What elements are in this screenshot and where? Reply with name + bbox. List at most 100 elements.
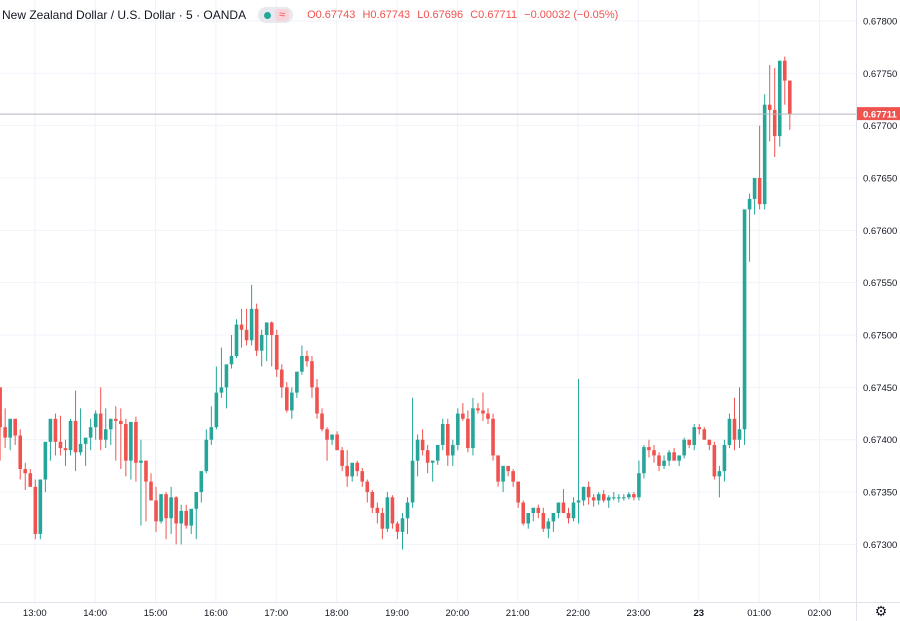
candle-body [772, 109, 777, 137]
candle-body [672, 452, 676, 461]
candle-body [762, 104, 767, 205]
candle-body [657, 455, 661, 466]
candle [134, 416, 138, 482]
symbol-title[interactable]: New Zealand Dollar / U.S. Dollar · 5 · O… [2, 8, 247, 22]
candle [435, 444, 440, 465]
candle-body [184, 510, 189, 526]
gear-icon[interactable]: ⚙ [874, 603, 888, 619]
candle-body [279, 369, 284, 388]
candle [305, 350, 309, 367]
candle-body [521, 502, 526, 524]
candle [782, 56, 787, 105]
candle [531, 507, 536, 522]
candle [777, 60, 782, 147]
candle [164, 492, 168, 540]
candle-body [420, 439, 425, 451]
candle [415, 434, 420, 477]
candle-body [234, 324, 239, 356]
candle [752, 177, 757, 215]
candle [350, 462, 354, 482]
candle-body [23, 469, 28, 474]
candle [712, 441, 717, 480]
candle [546, 518, 551, 539]
candle [3, 408, 7, 449]
candle [591, 494, 596, 507]
candle [204, 429, 209, 474]
x-tick-label: 19:00 [385, 608, 409, 619]
candle-body [410, 460, 415, 503]
candle [506, 465, 510, 477]
candle [788, 80, 792, 130]
x-tick-label: 16:00 [204, 608, 228, 619]
candle [566, 507, 571, 524]
candle-body [742, 209, 747, 430]
candle [229, 335, 234, 369]
candle [420, 429, 425, 456]
candle [682, 437, 686, 459]
candle-body [591, 497, 596, 501]
candle [234, 319, 239, 359]
candle-body [687, 439, 692, 445]
candle [335, 431, 339, 451]
candle-body [375, 507, 380, 514]
candle-body [430, 460, 435, 463]
candle-body [0, 387, 2, 428]
candle [390, 495, 395, 529]
candle-body [264, 322, 269, 336]
candle [113, 406, 118, 461]
candle-body [73, 420, 78, 453]
ohlc-readout: O0.67743 H0.67743 L0.67696 C0.67711 −0.0… [307, 9, 622, 21]
candle-body [647, 447, 651, 451]
candle [103, 408, 108, 449]
candle [430, 460, 435, 482]
candle [526, 513, 531, 529]
candle [385, 492, 390, 532]
candle-body [400, 518, 405, 532]
candle-body [164, 494, 168, 519]
candle-body [506, 465, 510, 472]
candle-body [139, 460, 143, 463]
candle [214, 366, 219, 430]
candle-body [355, 462, 360, 472]
candle-body [702, 429, 707, 440]
candle-body [556, 502, 561, 514]
candle [199, 471, 204, 503]
candle [345, 450, 349, 487]
status-pill[interactable]: ≈ [258, 7, 294, 23]
candle-body [627, 494, 631, 498]
candle [471, 397, 475, 456]
candle [405, 497, 410, 534]
y-tick-label: 0.67600 [863, 226, 897, 237]
candle [516, 481, 520, 508]
candle [536, 504, 541, 519]
candle [174, 496, 178, 545]
candle-body [189, 508, 194, 526]
ohlc-open: O0.67743 [307, 9, 356, 21]
candle-body [274, 335, 279, 370]
candle-body [144, 460, 148, 482]
candle [742, 209, 747, 445]
candle [647, 439, 651, 458]
candle-body [330, 434, 334, 440]
candle [581, 486, 586, 506]
candle-body [269, 322, 274, 336]
candle-body [295, 371, 299, 393]
x-tick-label: 13:00 [23, 608, 47, 619]
candle-body [345, 465, 349, 477]
candle-body [395, 523, 400, 532]
candle-body [622, 497, 626, 499]
candle [119, 408, 123, 470]
candle [476, 403, 480, 414]
candle-body [637, 473, 641, 498]
candle-body [717, 471, 722, 477]
candle-body [596, 494, 601, 501]
candle-body [43, 441, 48, 480]
candle [556, 502, 561, 519]
candle-body [103, 429, 108, 440]
candle [400, 513, 405, 550]
candle-body [119, 420, 123, 425]
candle-body [48, 418, 53, 442]
candle [264, 322, 269, 362]
